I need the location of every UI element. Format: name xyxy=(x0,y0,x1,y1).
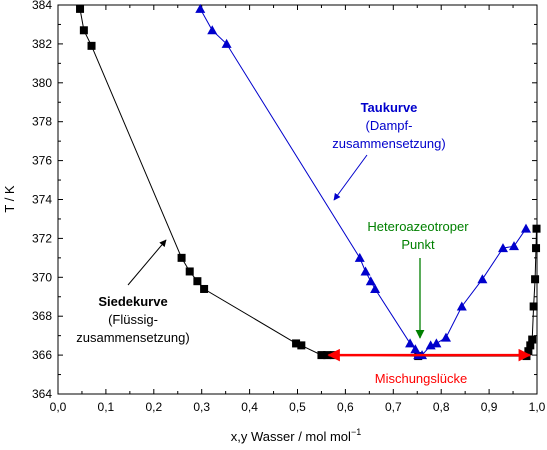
data-point-taukurve xyxy=(354,252,365,262)
y-axis: 364 366 368 370 372 374 376 378 380 382 384 xyxy=(32,0,537,401)
data-point-taukurve xyxy=(370,283,381,293)
y-tick-label: 382 xyxy=(32,37,52,51)
annotation-layer: Taukurve (Dampf- zusammensetzung) Siedek… xyxy=(76,100,532,386)
data-point-siedekurve xyxy=(292,339,301,348)
x-axis-title-main: x,y Wasser / mol mol xyxy=(231,429,351,444)
x-tick-label: 0,9 xyxy=(481,400,498,414)
data-point-taukurve xyxy=(509,241,520,251)
data-point-taukurve xyxy=(360,266,371,276)
data-point-taukurve xyxy=(440,332,451,342)
x-axis: 0,0 0,1 0,2 0,3 0,4 0,5 0,6 0,7 0,8 0,9 1,0 xyxy=(50,5,546,414)
y-tick-label: 378 xyxy=(32,115,52,129)
x-tick-label: 0,4 xyxy=(241,400,258,414)
data-point-taukurve xyxy=(195,3,206,13)
data-point-taukurve xyxy=(405,338,416,348)
x-tick-label: 0,0 xyxy=(50,400,67,414)
mischung-label: Mischungslücke xyxy=(375,371,468,386)
data-point-siedekurve xyxy=(529,302,538,311)
siedekurve-arrow xyxy=(127,239,167,286)
y-tick-label: 366 xyxy=(32,348,52,362)
data-point-siedekurve xyxy=(323,351,332,360)
data-point-siedekurve xyxy=(79,26,88,35)
data-point-taukurve xyxy=(207,25,218,35)
data-point-taukurve xyxy=(456,301,467,311)
taukurve-sub2: zusammensetzung) xyxy=(332,136,445,151)
data-point-siedekurve xyxy=(526,341,535,350)
data-point-taukurve xyxy=(497,243,508,253)
data-point-siedekurve xyxy=(531,275,540,284)
x-tick-label: 0,8 xyxy=(433,400,450,414)
taukurve-sub1: (Dampf- xyxy=(366,118,413,133)
data-point-siedekurve xyxy=(532,224,541,233)
x-tick-label: 1,0 xyxy=(529,400,546,414)
data-point-siedekurve xyxy=(87,41,96,50)
data-point-taukurve xyxy=(365,276,376,286)
x-tick-label: 0,3 xyxy=(193,400,210,414)
data-point-taukurve xyxy=(477,274,488,284)
y-tick-label: 372 xyxy=(32,231,52,245)
y-tick-label: 364 xyxy=(32,387,52,401)
hetero-label-2: Punkt xyxy=(401,237,435,252)
series-line-taukurve xyxy=(199,8,527,356)
y-tick-label: 368 xyxy=(32,309,52,323)
x-axis-title-sup: −1 xyxy=(351,427,361,437)
y-tick-label: 380 xyxy=(32,76,52,90)
y-tick-label: 374 xyxy=(32,193,52,207)
y-tick-label: 370 xyxy=(32,270,52,284)
x-axis-title: x,y Wasser / mol mol−1 xyxy=(231,427,361,444)
siedekurve-sub1: (Flüssig- xyxy=(108,312,158,327)
x-tick-label: 0,5 xyxy=(289,400,306,414)
data-point-siedekurve xyxy=(532,244,541,253)
x-tick-label: 0,7 xyxy=(385,400,402,414)
siedekurve-title: Siedekurve xyxy=(98,294,167,309)
x-tick-label: 0,6 xyxy=(337,400,354,414)
y-tick-label: 376 xyxy=(32,154,52,168)
data-point-taukurve xyxy=(520,223,531,233)
series-taukurve xyxy=(195,3,531,360)
taukurve-title: Taukurve xyxy=(361,100,418,115)
data-point-siedekurve xyxy=(177,253,186,262)
x-tick-label: 0,2 xyxy=(145,400,162,414)
data-point-taukurve xyxy=(431,338,442,348)
data-point-siedekurve xyxy=(76,4,85,13)
taukurve-arrow xyxy=(333,154,368,201)
data-point-siedekurve xyxy=(297,341,306,350)
data-point-siedekurve xyxy=(200,284,209,293)
y-axis-title: T / K xyxy=(2,185,17,213)
data-point-siedekurve xyxy=(193,277,202,286)
y-tick-label: 384 xyxy=(32,0,52,12)
data-point-siedekurve xyxy=(317,351,326,360)
x-tick-label: 0,1 xyxy=(98,400,115,414)
hetero-label-1: Heteroazeotroper xyxy=(367,219,469,234)
data-point-taukurve xyxy=(221,38,232,48)
siedekurve-sub2: zusammensetzung) xyxy=(76,330,189,345)
data-point-siedekurve xyxy=(185,267,194,276)
data-point-siedekurve xyxy=(528,335,537,344)
